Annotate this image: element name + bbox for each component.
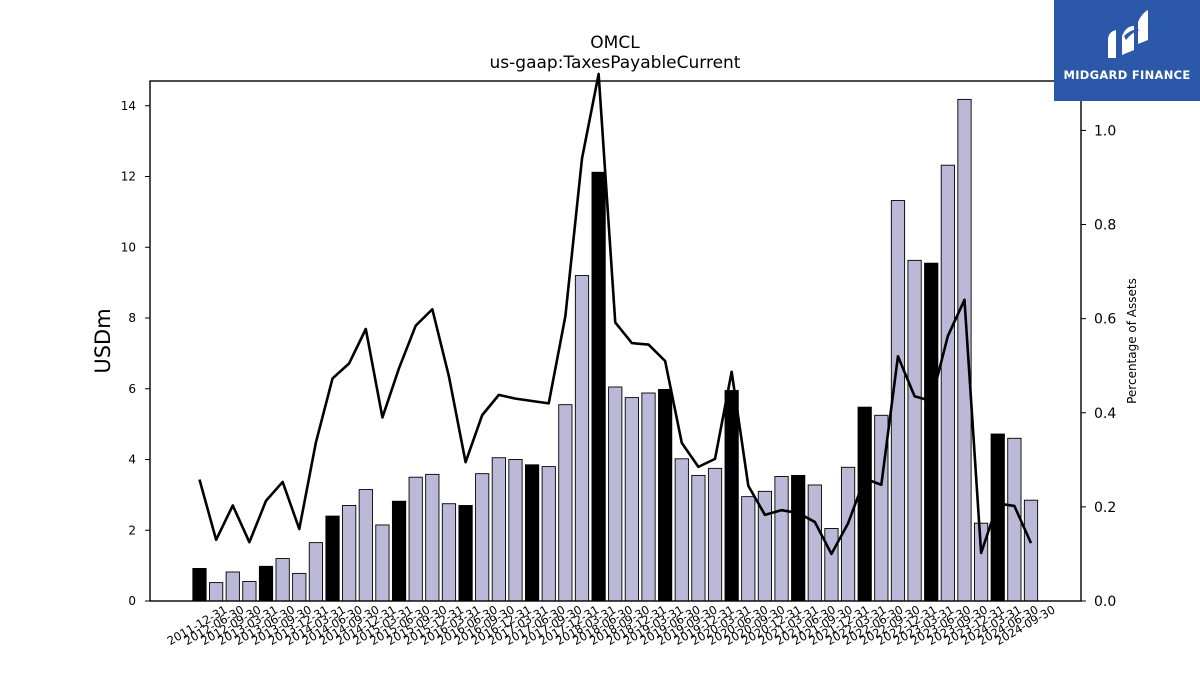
- bar: [707, 467, 723, 602]
- bar: [774, 476, 789, 602]
- bar: [408, 476, 423, 602]
- bar: [441, 503, 457, 602]
- bar: [1023, 499, 1039, 602]
- bar: [574, 275, 590, 602]
- bar: [940, 164, 955, 602]
- y-tick-label: 12: [121, 170, 136, 184]
- bar: [458, 505, 473, 602]
- y-tick-label: 14: [121, 99, 136, 113]
- bar: [857, 406, 872, 602]
- bar: [358, 489, 373, 602]
- midgard-logo-mark-icon: [1108, 10, 1148, 58]
- bar: [658, 389, 673, 602]
- bar: [591, 171, 606, 602]
- bar: [475, 473, 490, 602]
- bar: [807, 484, 822, 602]
- y-right-tick-label: 0.2: [1094, 500, 1116, 516]
- y-right-tick-label: 0.6: [1094, 312, 1116, 328]
- y-tick-label: 10: [121, 240, 136, 254]
- bar: [225, 571, 240, 602]
- bar: [258, 565, 274, 602]
- y-axis-label-right: Percentage of Assets: [1125, 278, 1139, 404]
- bar: [192, 568, 207, 602]
- bar: [674, 458, 689, 602]
- y-tick-label: 4: [128, 453, 136, 467]
- bar: [242, 581, 257, 602]
- bar: [491, 457, 506, 602]
- bar: [541, 466, 556, 602]
- bar: [1007, 437, 1022, 602]
- bar: [641, 392, 656, 602]
- bar: [391, 500, 407, 602]
- plot-frame: [149, 80, 1082, 602]
- bar: [425, 473, 440, 602]
- bar: [209, 582, 224, 602]
- y-tick-label: 2: [128, 523, 136, 537]
- y-axis-right: 0.0 0.2 0.4 0.6 0.8 1.0: [1081, 123, 1116, 610]
- bar: [292, 572, 307, 602]
- y-axis-left: 0 2 4 6 8 10 12 14: [121, 99, 150, 608]
- y-right-tick-label: 0.8: [1094, 218, 1116, 234]
- y-tick-label: 0: [128, 594, 136, 608]
- bar: [824, 528, 839, 602]
- bar: [275, 558, 290, 602]
- bar: [957, 98, 972, 602]
- y-right-tick-label: 1.0: [1094, 123, 1116, 139]
- y-tick-label: 6: [128, 382, 136, 396]
- bar: [558, 404, 573, 602]
- midgard-finance-logo: MIDGARD FINANCE: [1054, 0, 1200, 101]
- x-axis: 2011-12-312012-06-302012-09-302013-03-31…: [165, 602, 1058, 648]
- bar: [691, 474, 706, 602]
- bar: [924, 262, 939, 602]
- bar: [907, 259, 922, 602]
- bar: [342, 505, 357, 602]
- y-tick-label: 8: [128, 311, 136, 325]
- bar-group: [192, 98, 1039, 602]
- y-right-tick-label: 0.0: [1094, 594, 1116, 610]
- line-series: [198, 72, 1033, 556]
- bar: [608, 386, 623, 602]
- bar: [525, 464, 540, 602]
- chart-subtitle: us-gaap:TaxesPayableCurrent: [490, 53, 741, 73]
- bar: [325, 515, 340, 602]
- bar: [508, 459, 523, 602]
- bar: [741, 496, 756, 602]
- bar: [724, 390, 739, 602]
- bar: [375, 524, 390, 602]
- y-axis-label-left: USDm: [91, 308, 115, 373]
- bar: [624, 397, 639, 602]
- line-group: [198, 72, 1033, 556]
- logo-text: MIDGARD FINANCE: [1063, 68, 1191, 82]
- bar: [308, 542, 324, 602]
- chart-title: OMCL: [590, 33, 640, 53]
- bar: [791, 474, 806, 602]
- y-right-tick-label: 0.4: [1094, 406, 1116, 422]
